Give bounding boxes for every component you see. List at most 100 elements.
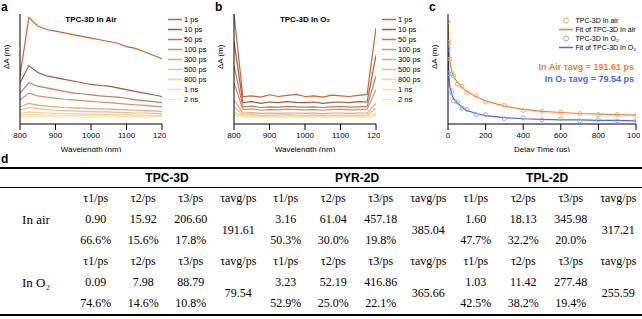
html-text:PYR-2D: PYR-2D xyxy=(335,171,379,185)
html-text:TPL-2D: TPL-2D xyxy=(526,171,568,185)
html-text:In air: In air xyxy=(22,211,50,227)
html-text:22.1%: 22.1% xyxy=(365,296,397,310)
html-text:50.3%: 50.3% xyxy=(270,233,302,247)
html-text:τ3/ps: τ3/ps xyxy=(558,191,584,205)
html-text:50 ps: 50 ps xyxy=(184,34,203,44)
html-text:10.8%: 10.8% xyxy=(175,296,207,310)
html-text:τ1/ps: τ1/ps xyxy=(83,191,109,205)
html-text:191.61: 191.61 xyxy=(221,222,255,237)
svg-text:200: 200 xyxy=(479,131,493,140)
html-text:0.09: 0.09 xyxy=(85,275,107,289)
svg-text:400: 400 xyxy=(517,131,531,140)
html-text:τ1/ps: τ1/ps xyxy=(463,254,489,268)
html-text:τ2/ps: τ2/ps xyxy=(130,254,156,268)
html-text:3.23: 3.23 xyxy=(275,275,297,289)
html-text:100 ps: 100 ps xyxy=(184,44,207,54)
html-text:52.9%: 52.9% xyxy=(270,296,302,310)
html-text:τ1/ps: τ1/ps xyxy=(273,191,299,205)
html-text:32.2%: 32.2% xyxy=(507,233,539,247)
html-text:42.5%: 42.5% xyxy=(460,296,492,310)
svg-text:600: 600 xyxy=(554,131,568,140)
html-text:τ2/ps: τ2/ps xyxy=(320,191,346,205)
html-text:τ3/ps: τ3/ps xyxy=(368,254,394,268)
html-text:τ1/ps: τ1/ps xyxy=(463,191,489,205)
svg-text:ΔA (m): ΔA (m) xyxy=(430,44,439,69)
svg-text:1200: 1200 xyxy=(153,131,166,140)
svg-text:1200: 1200 xyxy=(367,131,380,140)
html-text:345.98: 345.98 xyxy=(554,212,588,226)
html-text:τavg/ps: τavg/ps xyxy=(410,191,447,205)
svg-text:900: 900 xyxy=(49,131,63,140)
html-text:τ3/ps: τ3/ps xyxy=(368,191,394,205)
html-text:317.21: 317.21 xyxy=(601,222,635,237)
html-text:TPC-3D: TPC-3D xyxy=(145,171,189,185)
html-text:τ3/ps: τ3/ps xyxy=(178,191,204,205)
svg-text:900: 900 xyxy=(263,131,277,140)
html-text:300 ps: 300 ps xyxy=(184,54,207,64)
html-text:88.79: 88.79 xyxy=(177,275,205,289)
html-text:0.90: 0.90 xyxy=(85,212,107,226)
svg-text:ΔA (m): ΔA (m) xyxy=(216,44,225,69)
html-text:15.6%: 15.6% xyxy=(127,233,159,247)
html-text:τ3/ps: τ3/ps xyxy=(178,254,204,268)
svg-text:Wavelength (nm): Wavelength (nm) xyxy=(61,145,122,152)
svg-text:Delay Time (ps): Delay Time (ps) xyxy=(514,145,570,152)
svg-text:800: 800 xyxy=(592,131,606,140)
html-text:38.2%: 38.2% xyxy=(507,296,539,310)
html-text:14.6%: 14.6% xyxy=(127,296,159,310)
html-text:365.66: 365.66 xyxy=(411,285,445,300)
html-text:11.42: 11.42 xyxy=(510,275,537,289)
svg-text:1000: 1000 xyxy=(296,131,314,140)
html-text:15.92: 15.92 xyxy=(129,212,157,226)
html-text:1.60: 1.60 xyxy=(465,212,487,226)
svg-text:1000: 1000 xyxy=(627,131,634,140)
html-text:τavg/ps: τavg/ps xyxy=(220,254,257,268)
html-text:19.8%: 19.8% xyxy=(365,233,397,247)
html-text:47.7%: 47.7% xyxy=(460,233,492,247)
html-text:30.0%: 30.0% xyxy=(317,233,349,247)
html-text:25.0%: 25.0% xyxy=(317,296,349,310)
html-text:20.0%: 20.0% xyxy=(555,233,587,247)
html-text:457.18: 457.18 xyxy=(364,212,398,226)
html-text:τavg/ps: τavg/ps xyxy=(410,254,447,268)
html-text:800 ps: 800 ps xyxy=(184,74,207,84)
svg-text:Wavelength (nm): Wavelength (nm) xyxy=(275,145,336,152)
svg-text:ΔA (m): ΔA (m) xyxy=(8,44,11,69)
svg-text:1100: 1100 xyxy=(118,131,136,140)
html-text:17.8%: 17.8% xyxy=(175,233,207,247)
html-text:385.04: 385.04 xyxy=(411,222,445,237)
html-text:τ2/ps: τ2/ps xyxy=(510,254,536,268)
html-text:τ2/ps: τ2/ps xyxy=(130,191,156,205)
html-text:τ1/ps: τ1/ps xyxy=(273,254,299,268)
html-text:1 ps: 1 ps xyxy=(184,14,199,24)
html-text:τ2/ps: τ2/ps xyxy=(510,191,536,205)
html-text:66.6%: 66.6% xyxy=(80,233,112,247)
html-text:277.48: 277.48 xyxy=(554,275,588,289)
html-text:10 ps: 10 ps xyxy=(184,24,203,34)
html-text:74.6%: 74.6% xyxy=(80,296,112,310)
html-text:In O₂: In O₂ xyxy=(22,274,50,290)
svg-text:1000: 1000 xyxy=(82,131,100,140)
html-text:52.19: 52.19 xyxy=(319,275,347,289)
html-text:7.98: 7.98 xyxy=(132,275,154,289)
html-text:τavg/ps: τavg/ps xyxy=(600,254,637,268)
html-text:19.4%: 19.4% xyxy=(555,296,587,310)
html-text:3.16: 3.16 xyxy=(275,212,297,226)
html-text:500 ps: 500 ps xyxy=(184,64,207,74)
svg-text:1100: 1100 xyxy=(332,131,350,140)
html-text:τ1/ps: τ1/ps xyxy=(83,254,109,268)
svg-text:800: 800 xyxy=(13,131,27,140)
svg-text:800: 800 xyxy=(227,131,241,140)
html-text:1.03: 1.03 xyxy=(465,275,487,289)
html-text:τavg/ps: τavg/ps xyxy=(220,191,257,205)
html-text:τ3/ps: τ3/ps xyxy=(558,254,584,268)
html-text:61.04: 61.04 xyxy=(319,212,347,226)
html-text:416.86: 416.86 xyxy=(364,275,398,289)
html-text:18.13: 18.13 xyxy=(509,212,537,226)
html-text:τavg/ps: τavg/ps xyxy=(600,191,637,205)
svg-text:0: 0 xyxy=(446,131,451,140)
html-text:79.54: 79.54 xyxy=(224,285,252,300)
html-text:τ2/ps: τ2/ps xyxy=(320,254,346,268)
html-text:255.59: 255.59 xyxy=(601,285,635,300)
html-text:206.60: 206.60 xyxy=(174,212,208,226)
